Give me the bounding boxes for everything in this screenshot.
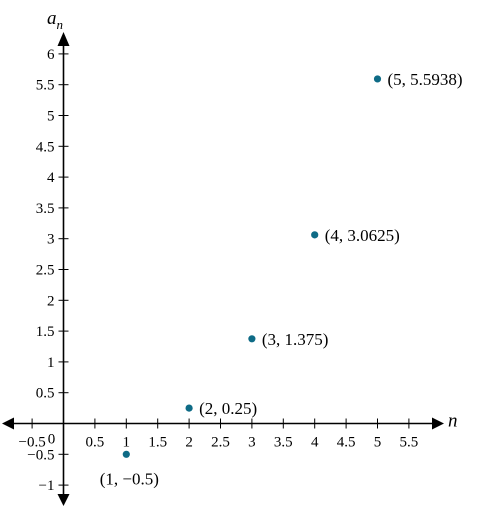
y-ticks: −1 −0.5 0.5 1 1.5 2 2.5 3 3.5 4 4.5 5 5.5 6 (27, 47, 69, 494)
data-point (248, 335, 256, 343)
x-tick-label: 5.5 (400, 435, 419, 451)
data-point (122, 450, 130, 458)
x-axis-arrow-left (2, 417, 14, 430)
y-tick-label: 5 (47, 109, 55, 125)
x-tick-label: 1 (123, 435, 131, 451)
y-axis-title-main: a (47, 8, 57, 29)
x-tick-label: 5 (374, 435, 382, 451)
x-tick-label: 1.5 (148, 435, 167, 451)
x-tick-label: 4.5 (337, 435, 356, 451)
x-tick-label: 3 (248, 435, 256, 451)
y-tick-label: 1 (47, 355, 55, 371)
y-tick-label: −1 (39, 478, 55, 494)
data-point-label: (2, 0.25) (199, 399, 257, 418)
x-tick-label: 2.5 (211, 435, 230, 451)
x-tick-label: 3.5 (274, 435, 293, 451)
y-tick-label: 3 (47, 232, 55, 248)
data-point-label: (3, 1.375) (262, 330, 329, 349)
x-ticks: −0.5 0.5 1 1.5 2 2.5 3 3.5 4 4.5 5 5.5 (18, 418, 419, 451)
data-point (311, 231, 319, 239)
data-point (185, 404, 193, 412)
y-tick-label: 4.5 (36, 139, 55, 155)
data-points: (1, −0.5) (2, 0.25) (3, 1.375) (4, 3.0625) (… (100, 70, 463, 488)
y-tick-label: −0.5 (27, 447, 54, 463)
data-point-label: (1, −0.5) (100, 469, 159, 488)
y-axis-arrow-up (57, 32, 70, 46)
y-axis-arrow-down (57, 494, 70, 506)
y-axis-title-subscript: n (57, 17, 64, 32)
y-tick-label: 6 (47, 47, 55, 63)
y-tick-label: 3.5 (36, 201, 55, 217)
x-tick-label: 0.5 (86, 435, 105, 451)
x-tick-label: −0.5 (18, 435, 45, 451)
y-tick-label: 2.5 (36, 263, 55, 279)
x-tick-label: 2 (185, 435, 193, 451)
data-point-label: (4, 3.0625) (325, 226, 400, 245)
y-axis-title: an (47, 8, 63, 32)
y-tick-label: 5.5 (36, 78, 55, 94)
origin-label: 0 (48, 432, 56, 448)
x-axis-title: n (448, 411, 458, 432)
y-tick-label: 0.5 (36, 386, 55, 402)
y-tick-label: 4 (47, 170, 55, 186)
y-tick-label: 1.5 (36, 324, 55, 340)
data-point-label: (5, 5.5938) (388, 70, 463, 89)
x-axis-arrow-right (432, 417, 444, 430)
x-tick-label: 4 (311, 435, 319, 451)
y-tick-label: 2 (47, 293, 55, 309)
data-point (373, 75, 382, 83)
